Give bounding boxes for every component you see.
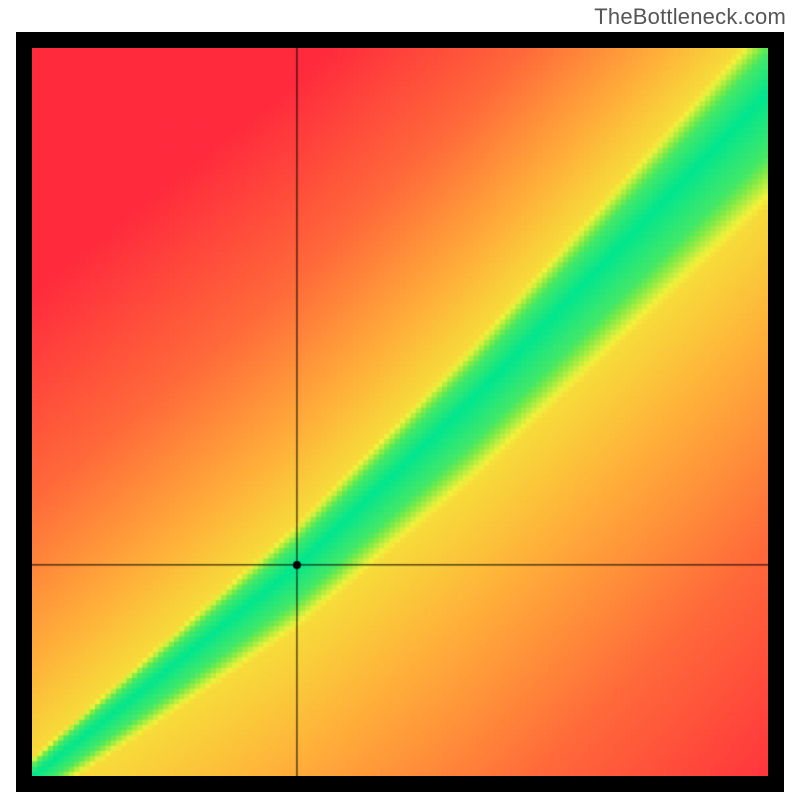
watermark-text: TheBottleneck.com [594,4,786,30]
bottleneck-heatmap [32,48,768,776]
page-container: TheBottleneck.com [0,0,800,800]
plot-frame [16,32,784,792]
